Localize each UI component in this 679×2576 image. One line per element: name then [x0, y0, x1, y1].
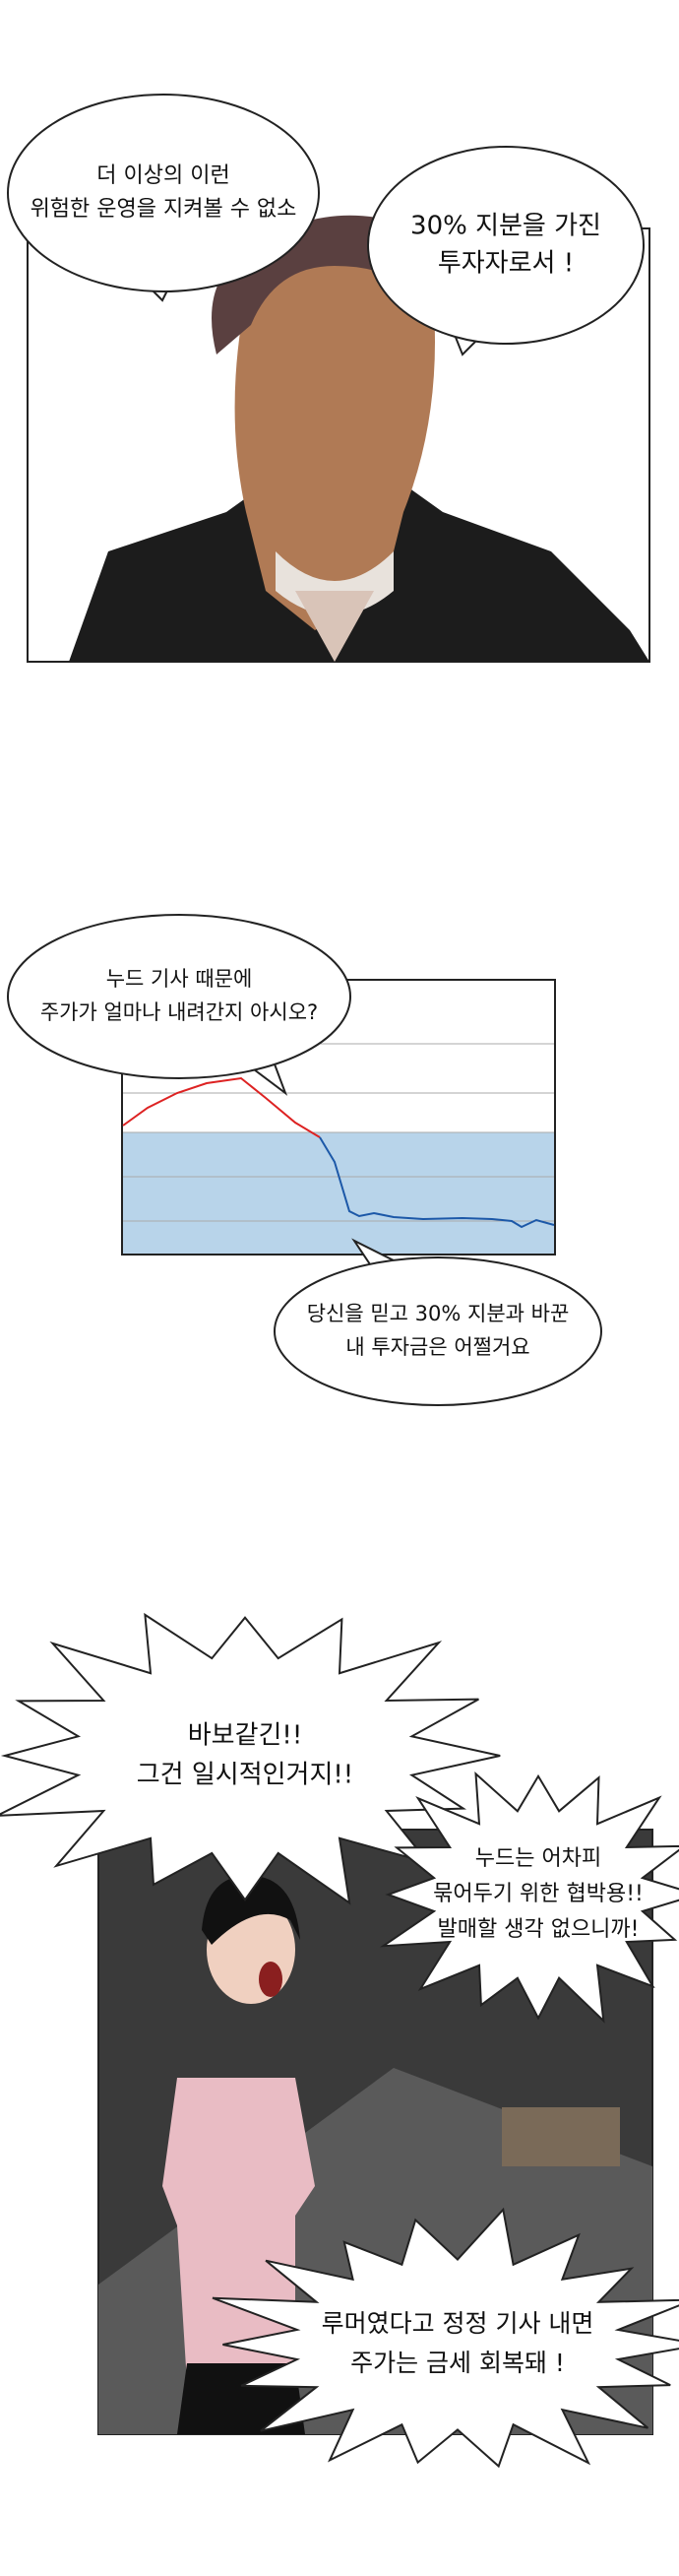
bubble-text: 내 투자금은 어쩔거요 [345, 1335, 529, 1359]
speech-bubbles-1 [7, 94, 645, 356]
bubble-text: 그건 일시적인거지!! [137, 1761, 353, 1790]
bubble-text: 더 이상의 이런 [96, 163, 229, 188]
bubble-text: 주가가 얼마나 내려간지 아시오? [40, 1000, 318, 1024]
bubble-text: 투자자로서 ! [438, 249, 574, 279]
bubble-text: 묶어두기 위한 협박용!! [433, 1882, 644, 1906]
spiky-bubble [379, 1771, 679, 2024]
spiky-bubble [212, 2207, 679, 2469]
bubble-text: 발매할 생각 없으니까! [438, 1917, 640, 1942]
spiky-bubbles [0, 1612, 679, 2469]
bubble-text: 누드는 어차피 [475, 1846, 601, 1871]
bubble-text: 바보같긴!! [188, 1721, 303, 1751]
bubble-text: 당신을 믿고 30% 지분과 바꾼 [307, 1302, 570, 1325]
speech-bubbles-2 [7, 914, 602, 1406]
bubble-text: 30% 지분을 가진 [410, 212, 601, 241]
bubble-text: 위험한 운영을 지켜볼 수 없소 [31, 197, 297, 222]
spiky-bubble [0, 1612, 501, 1905]
bubble-text: 루머였다고 정정 기사 내면 [322, 2309, 594, 2338]
bubble-text: 누드 기사 때문에 [106, 967, 253, 991]
bubble-text: 주가는 금세 회복돼 ! [350, 2349, 565, 2377]
